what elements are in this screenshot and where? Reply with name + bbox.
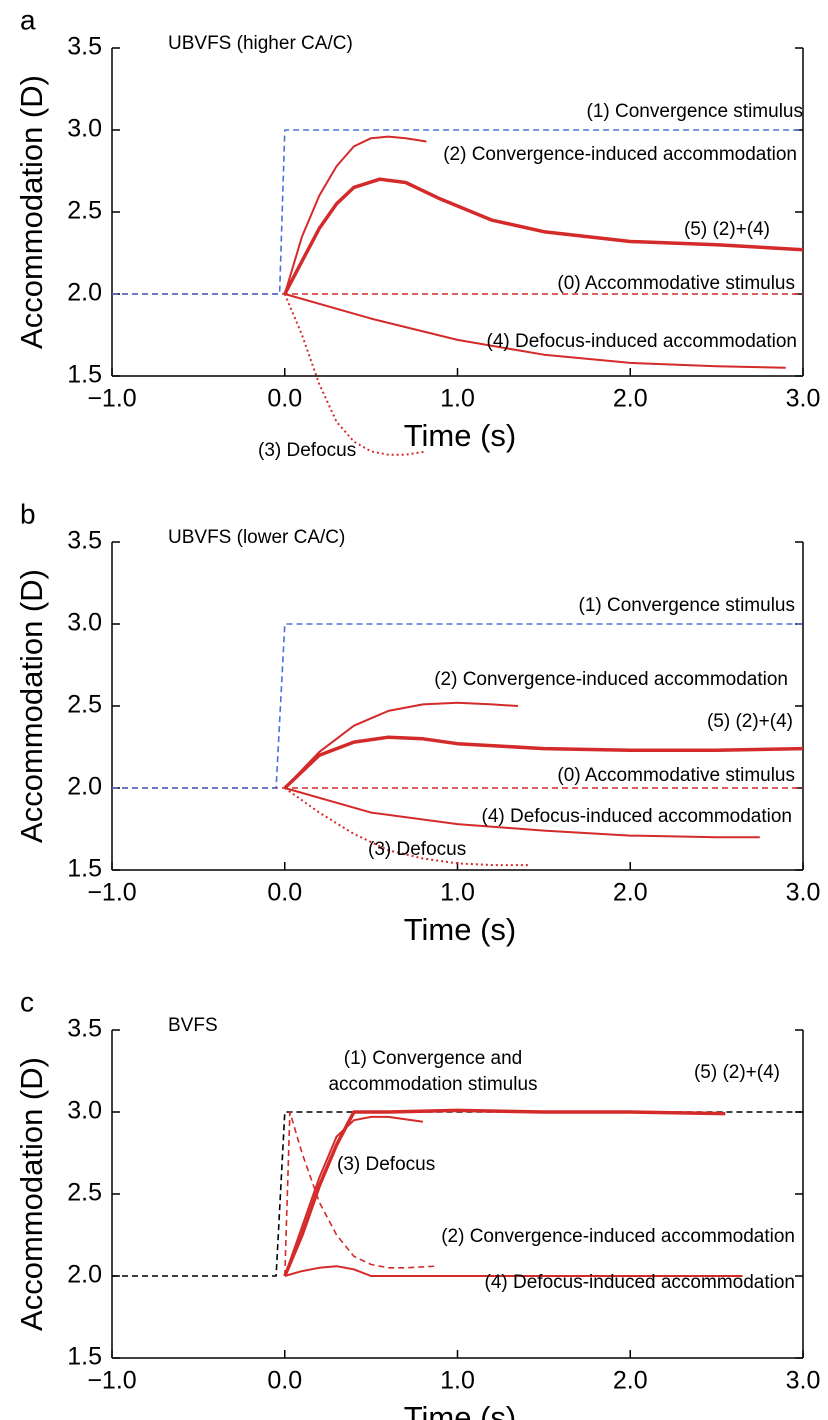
panel-label: c (20, 986, 34, 1017)
y-tick-label: 3.5 (67, 527, 102, 555)
series-label: (4) Defocus-induced accommodation (482, 806, 793, 827)
y-tick-label: 3.5 (67, 1015, 102, 1043)
series-line (284, 1111, 436, 1277)
series-label: (3) Defocus (258, 440, 356, 461)
series-label: (3) Defocus (368, 839, 466, 860)
y-tick-label: 2.5 (67, 691, 102, 719)
chart-title: BVFS (168, 1015, 218, 1036)
x-axis-label: Time (s) (404, 1400, 517, 1420)
series-line (283, 293, 427, 456)
series-line (284, 701, 519, 789)
y-tick-label: 2.0 (67, 773, 102, 801)
y-tick-label: 2.0 (67, 1261, 102, 1289)
y-tick-label: 3.0 (67, 115, 102, 143)
y-tick-label: 3.0 (67, 609, 102, 637)
series-line (283, 1115, 424, 1277)
series-line (283, 177, 804, 295)
y-tick-label: 1.5 (67, 855, 102, 883)
series-line (112, 129, 803, 295)
y-tick-label: 1.5 (67, 1343, 102, 1371)
series-line (284, 1265, 743, 1277)
y-axis-label: Accommodation (D) (14, 569, 49, 843)
x-tick-label: 2.0 (613, 385, 648, 413)
x-tick-label: −1.0 (87, 879, 136, 907)
series-label: (2) Convergence-induced accommodation (441, 1226, 795, 1247)
x-tick-label: 3.0 (786, 385, 821, 413)
series-label: (1) Convergence stimulus (587, 101, 803, 122)
series-label: (0) Accommodative stimulus (557, 765, 795, 786)
x-axis-label: Time (s) (404, 912, 517, 947)
y-tick-label: 2.0 (67, 279, 102, 307)
y-tick-label: 3.5 (67, 33, 102, 61)
y-axis-label: Accommodation (D) (14, 1057, 49, 1331)
y-tick-label: 1.5 (67, 361, 102, 389)
x-tick-label: 0.0 (267, 385, 302, 413)
x-tick-label: 1.0 (440, 385, 475, 413)
chart-title: UBVFS (lower CA/C) (168, 527, 345, 548)
chart-title: UBVFS (higher CA/C) (168, 33, 353, 54)
series-line (283, 1108, 726, 1277)
series-label: (1) Convergence and accommodation stimul… (328, 1048, 538, 1095)
panel-label: a (20, 4, 36, 35)
series-label: (5) (2)+(4) (694, 1062, 780, 1083)
series-label-box: (1) Convergence and accommodation stimul… (328, 1048, 538, 1095)
series-label: (2) Convergence-induced accommodation (443, 144, 797, 165)
x-tick-label: 3.0 (786, 1367, 821, 1395)
y-tick-label: 2.5 (67, 1179, 102, 1207)
series-label: (2) Convergence-induced accommodation (434, 669, 788, 690)
series-line (283, 735, 804, 790)
x-tick-label: 1.0 (440, 1367, 475, 1395)
series-label: (1) Convergence stimulus (579, 595, 795, 616)
x-tick-label: 2.0 (613, 879, 648, 907)
y-tick-label: 3.0 (67, 1097, 102, 1125)
x-tick-label: 2.0 (613, 1367, 648, 1395)
x-tick-label: 3.0 (786, 879, 821, 907)
y-axis-label: Accommodation (D) (14, 75, 49, 349)
series-line (284, 787, 760, 839)
y-tick-label: 2.5 (67, 197, 102, 225)
x-axis-label: Time (s) (404, 418, 517, 453)
series-label: (5) (2)+(4) (684, 219, 770, 240)
x-tick-label: 0.0 (267, 1367, 302, 1395)
series-label: (4) Defocus-induced accommodation (485, 1272, 796, 1293)
x-tick-label: 1.0 (440, 879, 475, 907)
x-tick-label: −1.0 (87, 1367, 136, 1395)
series-line (112, 623, 803, 789)
series-line (284, 787, 531, 867)
series-line (283, 135, 427, 295)
x-tick-label: 0.0 (267, 879, 302, 907)
x-tick-label: −1.0 (87, 385, 136, 413)
series-line (112, 1111, 803, 1277)
series-label: (5) (2)+(4) (707, 711, 793, 732)
series-label: (0) Accommodative stimulus (557, 273, 795, 294)
series-line (284, 293, 786, 369)
panel-label: b (20, 498, 36, 529)
series-label: (4) Defocus-induced accommodation (487, 331, 798, 352)
series-label: (3) Defocus (337, 1154, 435, 1175)
